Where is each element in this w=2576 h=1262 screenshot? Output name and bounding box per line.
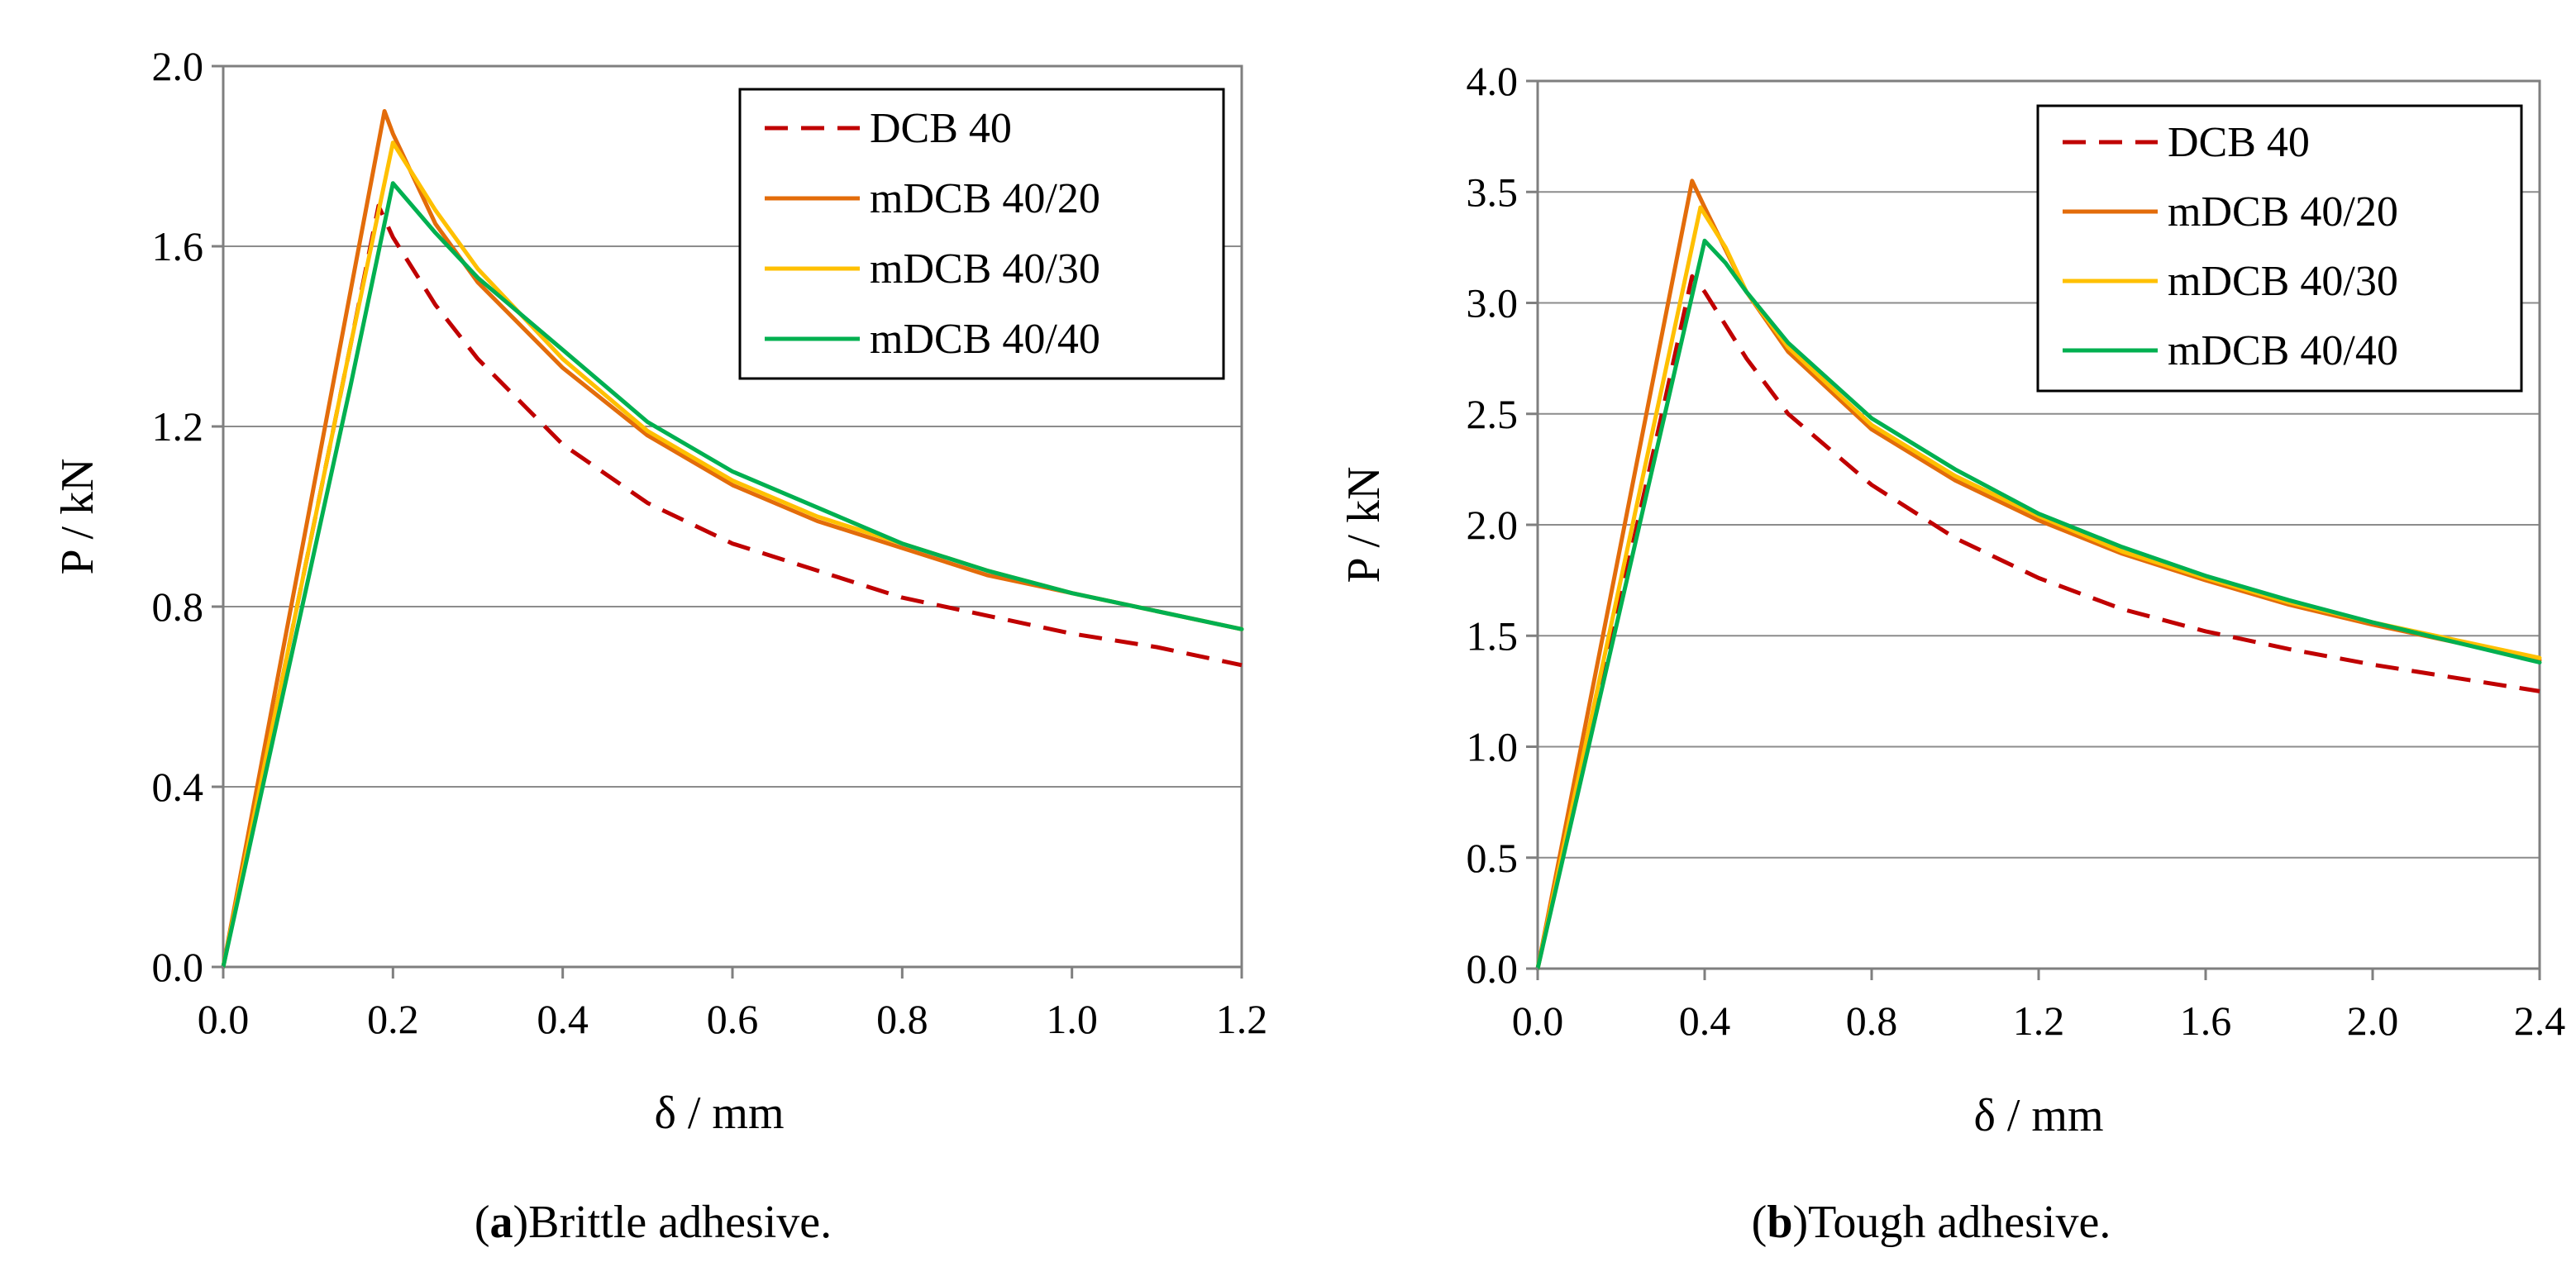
xtick-label-b-1: 0.4 bbox=[1679, 998, 1731, 1044]
ytick-label-b-6: 3.0 bbox=[1467, 280, 1519, 326]
ytick-label-b-1: 0.5 bbox=[1467, 835, 1519, 881]
series-line-a-1 bbox=[221, 109, 1244, 969]
xlabel-b: δ / mm bbox=[1973, 1090, 2103, 1141]
series-line-b-1 bbox=[1535, 179, 2542, 971]
ytick-label-a-5: 2.0 bbox=[152, 43, 204, 89]
xtick-label-a-0: 0.0 bbox=[198, 996, 250, 1042]
ytick-label-a-3: 1.2 bbox=[152, 403, 204, 450]
legend-b: DCB 40 mDCB 40/20 mDCB 40/30 mDCB 40/40 bbox=[2036, 104, 2523, 393]
series-line-b-0 bbox=[1535, 274, 2540, 969]
xtick-label-a-6: 1.2 bbox=[1216, 996, 1268, 1042]
ytick-label-b-7: 3.5 bbox=[1467, 169, 1519, 215]
ylabel-a: P / kN bbox=[52, 458, 103, 574]
ticks-b: 0.0 0.5 1.0 1.5 2.0 2.5 3.0 3.5 4.0 0.0 0.4 0.8 1.2 1… bbox=[1467, 58, 2566, 1044]
xtick-label-a-5: 1.0 bbox=[1046, 996, 1098, 1042]
legend-label-a-2: mDCB 40/30 bbox=[870, 245, 1100, 293]
xtick-label-b-2: 0.8 bbox=[1846, 998, 1898, 1044]
legend-label-a-1: mDCB 40/20 bbox=[870, 175, 1100, 222]
caption-letter-a: a bbox=[489, 1197, 513, 1248]
legend-label-a-3: mDCB 40/40 bbox=[870, 316, 1100, 363]
caption-text-b: Tough adhesive. bbox=[1808, 1197, 2111, 1248]
xtick-label-b-6: 2.4 bbox=[2514, 998, 2566, 1044]
xtick-label-b-5: 2.0 bbox=[2347, 998, 2399, 1044]
xtick-label-a-2: 0.4 bbox=[537, 996, 589, 1042]
ytick-label-a-2: 0.8 bbox=[152, 583, 204, 630]
xtick-label-b-3: 1.2 bbox=[2013, 998, 2065, 1044]
legend-a: DCB 40 mDCB 40/20 mDCB 40/30 mDCB 40/40 bbox=[738, 88, 1225, 380]
legend-label-b-3: mDCB 40/40 bbox=[2168, 327, 2398, 374]
caption-a: (a)Brittle adhesive. bbox=[475, 1197, 832, 1248]
series-group-a bbox=[221, 109, 1244, 969]
xtick-label-a-1: 0.2 bbox=[367, 996, 419, 1042]
ytick-label-a-4: 1.6 bbox=[152, 223, 204, 269]
xtick-label-b-4: 1.6 bbox=[2180, 998, 2232, 1044]
ytick-label-b-4: 2.0 bbox=[1467, 502, 1519, 548]
xtick-label-a-3: 0.6 bbox=[707, 996, 759, 1042]
gridlines-b bbox=[1538, 191, 2540, 859]
xtick-label-a-4: 0.8 bbox=[876, 996, 928, 1042]
caption-letter-b: b bbox=[1767, 1197, 1792, 1248]
ytick-label-b-2: 1.0 bbox=[1467, 724, 1519, 770]
legend-box-b bbox=[2036, 104, 2523, 393]
xtick-label-b-0: 0.0 bbox=[1512, 998, 1564, 1044]
series-line-a-3 bbox=[221, 181, 1244, 969]
chart-panel-b: 0.0 0.5 1.0 1.5 2.0 2.5 3.0 3.5 4.0 0.0 0.4 0.8 1.2 1… bbox=[1338, 58, 2565, 1248]
legend-box-a bbox=[738, 88, 1225, 380]
xlabel-a: δ / mm bbox=[654, 1088, 784, 1139]
ylabel-b: P / kN bbox=[1338, 466, 1390, 583]
legend-label-b-1: mDCB 40/20 bbox=[2168, 188, 2398, 236]
ytick-label-b-0: 0.0 bbox=[1467, 945, 1519, 992]
legend-label-b-2: mDCB 40/30 bbox=[2168, 258, 2398, 305]
legend-label-b-0: DCB 40 bbox=[2168, 119, 2310, 166]
ytick-label-a-1: 0.4 bbox=[152, 764, 204, 810]
ytick-label-b-8: 4.0 bbox=[1467, 58, 1519, 104]
series-group-b bbox=[1535, 179, 2542, 971]
ytick-label-b-5: 2.5 bbox=[1467, 391, 1519, 437]
ytick-label-a-0: 0.0 bbox=[152, 944, 204, 990]
legend-label-a-0: DCB 40 bbox=[870, 105, 1012, 152]
caption-text-a: Brittle adhesive. bbox=[528, 1197, 832, 1248]
chart-panel-a: 0.00.40.81.21.62.00.0 0.2 0.4 0.6 0.8 1.0 1.2 … bbox=[52, 43, 1267, 1248]
ticks-a: 0.0 0.4 0.8 1.2 1.6 2.0 0.0 0.2 0.4 0.6 0.8 1.0 1.2 bbox=[152, 43, 1268, 1042]
caption-b: (b)Tough adhesive. bbox=[1752, 1197, 2111, 1248]
series-line-b-3 bbox=[1535, 238, 2542, 971]
ytick-label-b-3: 1.5 bbox=[1467, 612, 1519, 659]
